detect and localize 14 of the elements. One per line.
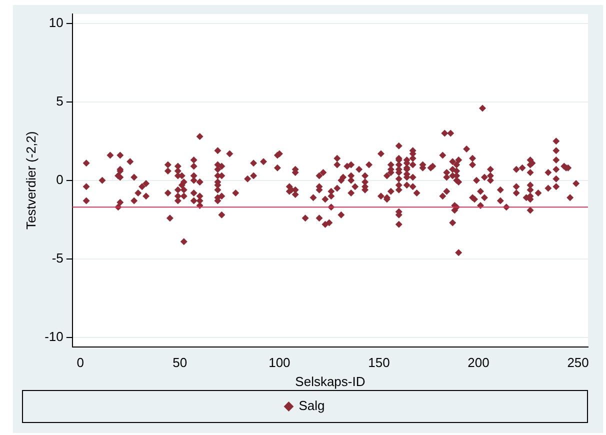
x-axis-title: Selskaps-ID bbox=[295, 374, 366, 389]
x-tick-label: 0 bbox=[76, 355, 84, 370]
y-tick-label: 10 bbox=[48, 14, 64, 30]
y-tick-label: -10 bbox=[44, 328, 64, 344]
x-tick-label: 50 bbox=[172, 355, 188, 370]
y-tick-label: 0 bbox=[56, 172, 64, 187]
y-axis-title: Testverdier (-2,2) bbox=[23, 131, 38, 230]
y-tick-label: -5 bbox=[52, 250, 64, 266]
x-tick-label: 150 bbox=[368, 355, 390, 370]
y-tick-label: 5 bbox=[56, 93, 64, 108]
x-tick-label: 200 bbox=[468, 355, 490, 370]
legend-label: Salg bbox=[298, 398, 325, 414]
x-tick-label: 250 bbox=[567, 355, 589, 370]
x-tick-label: 100 bbox=[268, 355, 290, 370]
